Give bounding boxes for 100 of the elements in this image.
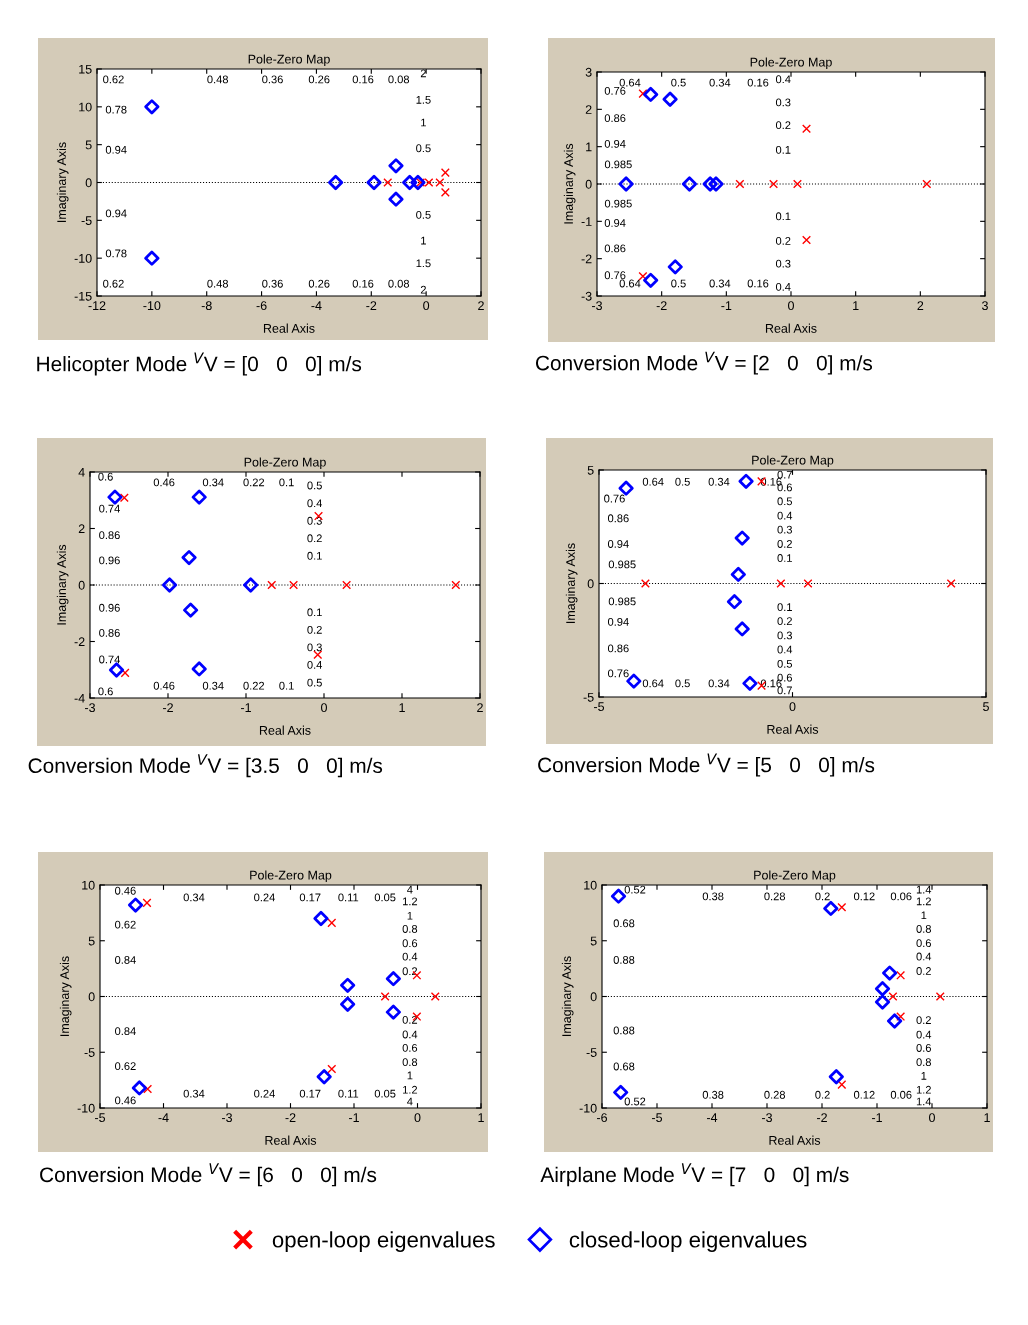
annotation: 0.985 <box>608 560 636 569</box>
annotation: 0.94 <box>105 209 127 218</box>
x-axis-title: Real Axis <box>263 323 315 333</box>
x-axis-title: Real Axis <box>765 323 817 333</box>
annotation: 0.12 <box>853 1090 875 1099</box>
point <box>191 489 207 505</box>
point <box>874 981 891 997</box>
annotation: 0.5 <box>777 659 793 668</box>
point <box>107 489 123 505</box>
y-tick-label: -1 <box>581 217 592 226</box>
annotation: 0.8 <box>916 925 931 933</box>
annotation: 0.4 <box>402 1030 418 1039</box>
y-tick-label: 5 <box>590 936 597 946</box>
point <box>342 580 352 590</box>
annotation: 0.5 <box>777 497 793 506</box>
annotation: 0.2 <box>402 1015 418 1024</box>
annotation: 0.2 <box>916 967 931 975</box>
x-tick-label: -2 <box>817 1113 827 1122</box>
point <box>144 250 160 266</box>
annotation: 0.64 <box>619 78 641 87</box>
annotation: 0.6 <box>402 939 418 948</box>
point <box>388 158 404 174</box>
annotation: 0.94 <box>607 540 629 548</box>
point <box>735 179 745 189</box>
annotation: 0.88 <box>613 956 635 964</box>
annotation: 0.96 <box>99 603 120 612</box>
annotation: 0.06 <box>890 892 912 901</box>
point <box>708 176 724 192</box>
y-tick-label: -4 <box>74 693 85 703</box>
y-axis-title: Imaginary Axis <box>59 956 72 1036</box>
annotation: 0.26 <box>308 279 330 288</box>
y-axis-title: Imaginary Axis <box>563 143 576 224</box>
annotation: 0.48 <box>207 279 229 288</box>
annotation: 0.46 <box>115 1096 136 1105</box>
annotation: 0.36 <box>262 75 283 84</box>
annotation: 0.74 <box>99 655 120 664</box>
annotation: 0.34 <box>202 681 224 690</box>
annotation: 0.4 <box>775 282 791 291</box>
point <box>402 174 418 191</box>
x-tick-label: -1 <box>721 301 732 310</box>
annotation: 0.2 <box>777 540 792 548</box>
y-axis-title: Imaginary Axis <box>561 956 574 1036</box>
point <box>643 272 659 288</box>
x-tick-label: 2 <box>478 301 484 310</box>
annotation: 0.2 <box>815 1090 830 1099</box>
point <box>108 662 125 678</box>
x-tick-label: -3 <box>762 1113 773 1123</box>
x-tick-label: -5 <box>95 1113 106 1123</box>
point <box>340 996 356 1012</box>
annotation: 0.985 <box>604 160 632 169</box>
annotation: 0.24 <box>254 1089 275 1098</box>
point <box>120 668 130 678</box>
x-tick-label: 1 <box>853 301 859 310</box>
y-tick-label: 2 <box>585 105 592 114</box>
point <box>888 992 898 1001</box>
annotation: 0.76 <box>604 271 626 280</box>
annotation: 1 <box>421 118 426 127</box>
annotation: 1.2 <box>916 897 931 906</box>
x-tick-label: 0 <box>929 1113 935 1123</box>
annotation: 1 <box>407 911 413 920</box>
legend-label: open-loop eigenvalues <box>272 1231 495 1252</box>
annotation: 0.78 <box>105 249 127 258</box>
annotation: 0.11 <box>338 893 359 902</box>
annotation: 0.5 <box>307 678 322 687</box>
annotation: 0.2 <box>307 534 322 543</box>
annotation: 0.5 <box>671 279 686 288</box>
annotation: 0.62 <box>115 920 136 929</box>
annotation: 1.2 <box>403 897 418 906</box>
annotation: 0.96 <box>99 556 120 565</box>
x-tick-label: -8 <box>201 301 212 311</box>
annotation: 0.6 <box>98 687 113 696</box>
annotation: 0.985 <box>604 199 632 208</box>
annotation: 0.16 <box>747 279 769 288</box>
annotation: 0.17 <box>299 1089 321 1098</box>
point <box>183 602 199 618</box>
chart-title: Pole-Zero Map <box>750 57 832 70</box>
point <box>618 176 634 192</box>
x-tick-label: 0 <box>423 301 430 311</box>
point <box>618 480 634 496</box>
x-tick-label: 0 <box>789 702 796 712</box>
annotation: 0.62 <box>103 75 124 84</box>
annotation: 0.5 <box>675 679 690 688</box>
annotation: 0.1 <box>307 608 322 617</box>
x-tick-label: -4 <box>158 1113 169 1122</box>
annotation: 0.46 <box>153 681 175 690</box>
annotation: 0.4 <box>307 499 323 508</box>
point <box>769 179 779 189</box>
point <box>667 259 683 275</box>
annotation: 0.52 <box>624 1097 646 1106</box>
point <box>410 174 426 191</box>
point <box>388 191 404 207</box>
annotation: 1 <box>421 236 426 245</box>
annotation: 0.4 <box>402 952 418 961</box>
x-tick-label: 2 <box>917 301 924 310</box>
annotation: 0.2 <box>815 892 830 901</box>
annotation: 0.78 <box>105 105 127 114</box>
point <box>803 579 813 588</box>
x-axis-title: Real Axis <box>265 1135 317 1145</box>
annotation: 1.2 <box>403 1085 418 1094</box>
x-tick-label: -2 <box>656 301 667 310</box>
